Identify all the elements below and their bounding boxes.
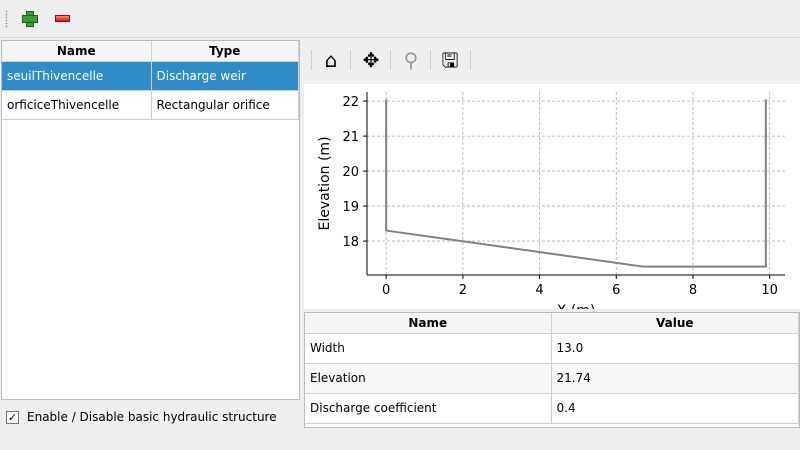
y-tick-label: 19: [342, 200, 359, 215]
x-tick-label: 0: [382, 283, 390, 298]
column-header-name[interactable]: Name: [305, 313, 552, 334]
x-axis-label: X (m): [557, 303, 596, 309]
y-tick-label: 20: [342, 165, 359, 180]
y-tick-label: 22: [342, 95, 359, 110]
table-row[interactable]: Width 13.0: [305, 333, 799, 364]
column-header-value[interactable]: Value: [551, 313, 799, 334]
table-row[interactable]: Elevation 21.74: [305, 363, 799, 394]
param-value[interactable]: 21.74: [551, 363, 799, 394]
profile-line: [385, 99, 767, 268]
main-toolbar: [0, 0, 800, 38]
x-tick-label: 2: [459, 283, 467, 298]
param-value[interactable]: 0.4: [551, 393, 799, 424]
checkbox-mark[interactable]: ✓: [6, 410, 19, 424]
checkbox-label: Enable / Disable basic hydraulic structu…: [27, 410, 277, 424]
structure-name[interactable]: seuilThivencelle: [2, 61, 152, 91]
enable-structure-checkbox[interactable]: ✓ Enable / Disable basic hydraulic struc…: [6, 410, 277, 424]
table-row[interactable]: Discharge coefficient 0.4: [305, 393, 799, 424]
y-tick-label: 18: [342, 235, 359, 250]
param-value[interactable]: 13.0: [551, 333, 799, 364]
param-name: Width: [305, 333, 552, 364]
pan-icon[interactable]: ✥: [362, 48, 380, 72]
structures-table: Name Type seuilThivencelle Discharge weir …: [1, 40, 300, 400]
add-icon[interactable]: [22, 11, 38, 27]
x-tick-label: 8: [689, 283, 697, 298]
column-header-type[interactable]: Type: [151, 41, 299, 62]
structure-type[interactable]: Rectangular orifice: [151, 90, 299, 120]
param-name: Discharge coefficient: [305, 393, 552, 424]
x-tick-label: 10: [761, 283, 778, 298]
parameters-table: Name Value Width 13.0 Elevation 21.74 Disch…: [304, 312, 800, 428]
chart-svg: 0 2 4 6 8 10 18 19 20 21 22 X (m) Elevation (m): [317, 92, 785, 309]
y-axis-label: Elevation (m): [317, 136, 333, 230]
table-row[interactable]: seuilThivencelle Discharge weir: [2, 61, 299, 91]
home-icon[interactable]: ⌂: [324, 48, 338, 72]
table-row[interactable]: orficiceThivencelle Rectangular orifice: [2, 90, 299, 120]
remove-icon[interactable]: [55, 15, 70, 22]
y-tick-label: 21: [342, 130, 359, 145]
elevation-chart: 0 2 4 6 8 10 18 19 20 21 22 X (m) Elevation (m): [304, 84, 800, 309]
save-icon[interactable]: 🖫: [441, 48, 459, 72]
toolbar-grip[interactable]: [5, 10, 8, 28]
column-header-name[interactable]: Name: [2, 41, 152, 62]
zoom-icon[interactable]: ⚲: [403, 48, 419, 72]
param-name: Elevation: [305, 363, 552, 394]
x-tick-label: 4: [535, 283, 543, 298]
structure-name[interactable]: orficiceThivencelle: [2, 90, 152, 120]
x-tick-label: 6: [612, 283, 620, 298]
structure-type[interactable]: Discharge weir: [151, 61, 299, 91]
plot-toolbar: ⌂ ✥ ⚲ 🖫: [305, 42, 800, 78]
